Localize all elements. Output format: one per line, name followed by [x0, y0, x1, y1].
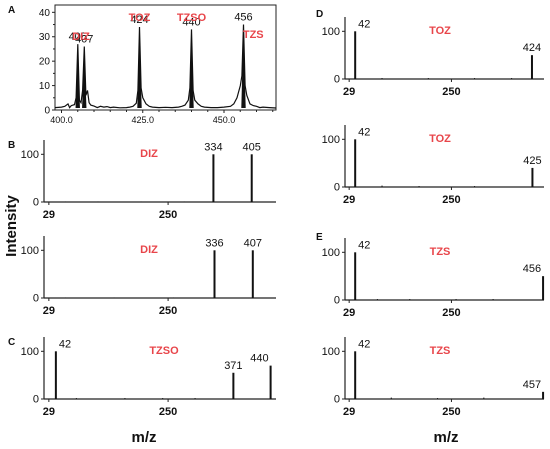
panel-e1: E 0 100 29 250 42 456 TZS	[316, 232, 545, 319]
y-tick-label: 30	[39, 32, 51, 43]
peak-456	[241, 24, 246, 109]
x-tick-label: 250	[159, 406, 177, 418]
y-tick-label: 0	[334, 74, 340, 86]
panel-d2: 0 100 29 250 42 425 TOZ	[322, 125, 544, 206]
x-tick-label: 250	[442, 307, 460, 319]
peak-label-42: 42	[358, 239, 370, 251]
y-tick-label: 100	[322, 26, 340, 38]
y-tick-label: 100	[21, 346, 39, 358]
compound-label-diz: DIZ	[140, 244, 158, 256]
x-tick-label: 250	[442, 194, 460, 206]
y-tick-label: 100	[21, 245, 39, 257]
panel-label-b: B	[8, 140, 15, 151]
panel-label-a: A	[8, 5, 15, 16]
peak-440	[189, 29, 194, 109]
peak-label-42: 42	[59, 338, 71, 350]
peak-405	[75, 44, 80, 109]
peak-label-371: 371	[224, 360, 242, 372]
x-tick-label: 400.0	[50, 115, 73, 125]
peak-label-405: 405	[69, 31, 87, 43]
x-axis-label-left: m/z	[131, 429, 156, 446]
x-tick-label: 450.0	[213, 115, 236, 125]
compound-label-diz: DIZ	[140, 148, 158, 160]
panel-b1: B 0 100 29 250 334 405 DIZ	[8, 140, 276, 221]
y-tick-label: 10	[39, 81, 51, 92]
peak-label-407: 407	[244, 237, 262, 249]
y-tick-label: 0	[33, 293, 39, 305]
peak-label-42: 42	[358, 18, 370, 30]
compound-label-toz: TOZ	[429, 133, 451, 145]
x-tick-label: 29	[43, 305, 55, 317]
plot-frame	[54, 4, 277, 111]
x-tick-label: 29	[343, 86, 355, 98]
peak-label-424: 424	[523, 42, 541, 54]
y-tick-label: 0	[44, 106, 50, 117]
peak-label-424: 424	[130, 14, 148, 26]
y-tick-label: 0	[334, 182, 340, 194]
peak-label-456: 456	[523, 263, 541, 275]
y-tick-label: 0	[334, 394, 340, 406]
chromatogram-trace	[54, 24, 277, 109]
peak-label-425: 425	[523, 155, 541, 167]
compound-label-diz: DIZ	[72, 31, 90, 43]
peak-label-405: 405	[243, 141, 261, 153]
peak-label-440: 440	[182, 16, 200, 28]
x-tick-label: 250	[442, 86, 460, 98]
x-tick-label: 29	[343, 307, 355, 319]
x-tick-label: 250	[159, 209, 177, 221]
x-tick-label: 425.0	[131, 115, 154, 125]
x-axis-label-right: m/z	[433, 429, 458, 446]
panel-d1: D 0 100 29 250 42 424 TOZ	[316, 9, 544, 98]
compound-label-tzs: TZS	[430, 345, 451, 357]
compound-label-toz: TOZ	[129, 12, 151, 24]
y-tick-label: 100	[322, 134, 340, 146]
peak-label-334: 334	[204, 141, 222, 153]
panel-e2: 0 100 29 250 42 457 TZS	[322, 337, 545, 418]
peak-label-440: 440	[250, 353, 268, 365]
peak-label-42: 42	[358, 338, 370, 350]
x-tick-label: 250	[442, 406, 460, 418]
compound-label-tzs: TZS	[430, 246, 451, 258]
peak-label-42: 42	[358, 126, 370, 138]
y-axis-label: Intensity	[3, 195, 20, 257]
y-tick-label: 0	[33, 197, 39, 209]
peak-label-336: 336	[205, 237, 223, 249]
panel-label-c: C	[8, 337, 15, 348]
compound-label-tzso: TZSO	[177, 12, 207, 24]
panel-label-e: E	[316, 232, 323, 243]
y-tick-label: 100	[21, 149, 39, 161]
y-tick-label: 20	[39, 57, 51, 68]
peak-label-407: 407	[75, 34, 93, 46]
peak-label-457: 457	[523, 379, 541, 391]
x-tick-label: 29	[43, 209, 55, 221]
compound-label-tzso: TZSO	[149, 345, 179, 357]
peak-424	[137, 26, 142, 109]
x-tick-label: 29	[343, 194, 355, 206]
panel-c: C 0 100 29 250 42 371 440 TZSO	[8, 337, 276, 418]
peak-label-456: 456	[234, 12, 252, 24]
x-tick-label: 29	[43, 406, 55, 418]
y-tick-label: 0	[33, 394, 39, 406]
panel-label-d: D	[316, 9, 323, 20]
y-tick-label: 40	[39, 8, 51, 19]
panel-b2: 0 100 29 250 336 407 DIZ	[21, 236, 276, 317]
peak-407	[82, 46, 87, 109]
y-tick-label: 100	[322, 346, 340, 358]
compound-label-toz: TOZ	[429, 25, 451, 37]
x-tick-label: 250	[159, 305, 177, 317]
y-tick-label: 0	[334, 295, 340, 307]
y-tick-label: 100	[322, 247, 340, 259]
compound-label-tzs: TZS	[243, 29, 264, 41]
x-tick-label: 29	[343, 406, 355, 418]
